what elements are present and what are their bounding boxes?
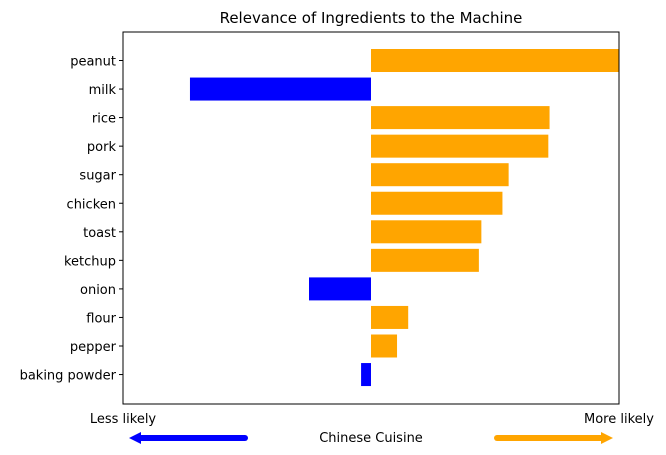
y-tick-label: baking powder (20, 369, 117, 384)
y-tick-label: flour (86, 311, 116, 326)
left-arrow-head (129, 432, 141, 444)
right-arrow (494, 432, 613, 444)
bar-peanut (371, 49, 619, 72)
y-tick-label: pork (87, 140, 117, 155)
plot-frame (122, 31, 620, 405)
bar-ketchup (371, 248, 479, 272)
bar-sugar (371, 163, 509, 187)
y-tick-label: sugar (79, 169, 116, 184)
y-tick-label: peanut (70, 55, 116, 70)
bar-rice (371, 106, 550, 130)
y-tick-label: milk (89, 83, 117, 98)
y-tick-label: rice (92, 112, 116, 127)
bar-milk (189, 77, 371, 101)
bar-onion (309, 277, 371, 301)
bar-toast (371, 220, 482, 244)
y-tick-label: chicken (67, 197, 116, 212)
bars-group (189, 49, 619, 387)
y-tick-label: pepper (70, 340, 117, 355)
chart-title: Relevance of Ingredients to the Machine (220, 9, 523, 27)
right-arrow-head (601, 432, 613, 444)
y-tick-group: peanut milk rice pork sugar chicken toast ketch… (20, 55, 123, 384)
less-likely-label: Less likely (90, 412, 157, 427)
y-tick-label: onion (80, 283, 116, 298)
bar-baking-powder (361, 363, 371, 387)
bar-flour (371, 305, 409, 329)
left-arrow (129, 432, 248, 444)
y-tick-label: toast (83, 226, 116, 241)
bar-pepper (371, 334, 398, 358)
x-axis-label: Chinese Cuisine (319, 431, 423, 446)
more-likely-label: More likely (584, 412, 654, 427)
y-tick-label: ketchup (64, 254, 116, 269)
bar-pork (371, 134, 549, 158)
bar-chicken (371, 191, 503, 215)
